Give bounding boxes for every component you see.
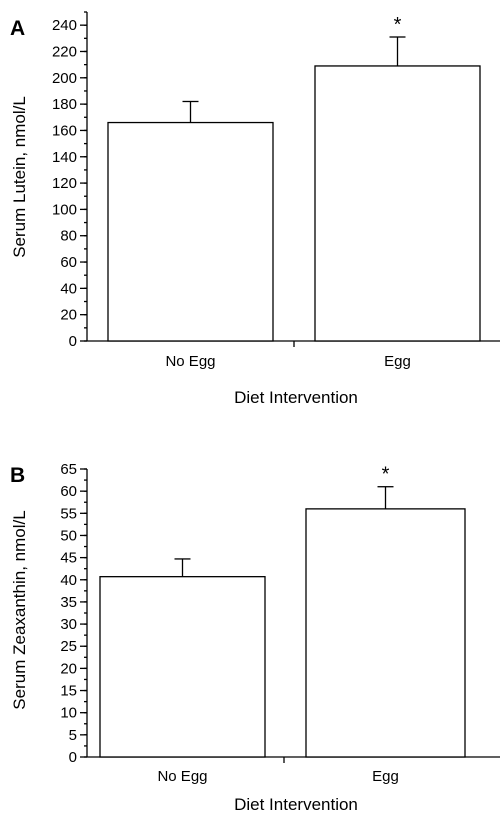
y-tick-label: 80 (60, 228, 77, 245)
y-tick-label: 20 (60, 307, 77, 324)
bar-egg (314, 65, 481, 342)
y-tick-label: 55 (60, 505, 77, 522)
y-tick-label: 30 (60, 616, 77, 633)
y-tick-label: 5 (69, 727, 77, 744)
y-tick-label: 40 (60, 280, 77, 297)
y-tick-label: 35 (60, 594, 77, 611)
x-category-label: Egg (384, 353, 411, 370)
x-category-label: No Egg (165, 353, 215, 370)
y-tick-label: 140 (52, 149, 77, 166)
panel-a-marks: 0 20 40 60 80 100 120 140 160 180 200 220 240 No Egg *… (52, 11, 500, 370)
panel-a-chart: A Serum Lutein, nmol/L Diet Intervention… (10, 11, 500, 407)
significance-marker: * (394, 14, 402, 36)
bar-egg (305, 508, 466, 758)
y-tick-label: 200 (52, 70, 77, 87)
panel-b-chart: B Serum Zeaxanthin, nmol/L Diet Interven… (10, 461, 500, 814)
panel-b-marks: 0 5 10 15 20 25 30 35 40 45 50 55 60 65 No Egg * Egg (60, 461, 500, 785)
bar-no-egg (107, 121, 274, 342)
x-axis-title-b: Diet Intervention (234, 795, 358, 814)
y-tick-label: 160 (52, 122, 77, 139)
significance-marker: * (382, 464, 390, 486)
y-tick-label: 40 (60, 572, 77, 589)
y-tick-label: 0 (69, 333, 77, 350)
y-tick-label: 0 (69, 749, 77, 766)
y-tick-label: 240 (52, 17, 77, 34)
y-tick-label: 50 (60, 527, 77, 544)
panel-letter-b: B (10, 464, 25, 487)
y-axis-title-b: Serum Zeaxanthin, nmol/L (10, 510, 29, 709)
bar-no-egg (99, 576, 266, 758)
y-tick-label: 65 (60, 461, 77, 478)
y-tick-label: 100 (52, 201, 77, 218)
y-tick-label: 10 (60, 705, 77, 722)
x-axis-title-a: Diet Intervention (234, 388, 358, 407)
y-axis-title-a: Serum Lutein, nmol/L (10, 96, 29, 258)
y-tick-label: 60 (60, 483, 77, 500)
y-tick-label: 15 (60, 683, 77, 700)
y-tick-label: 120 (52, 175, 77, 192)
y-tick-label: 25 (60, 638, 77, 655)
y-tick-label: 20 (60, 660, 77, 677)
y-tick-label: 45 (60, 550, 77, 567)
y-tick-label: 220 (52, 43, 77, 60)
y-tick-label: 180 (52, 96, 77, 113)
y-tick-label: 60 (60, 254, 77, 271)
panel-letter-a: A (10, 17, 25, 40)
x-category-label: No Egg (157, 768, 207, 785)
x-category-label: Egg (372, 768, 399, 785)
